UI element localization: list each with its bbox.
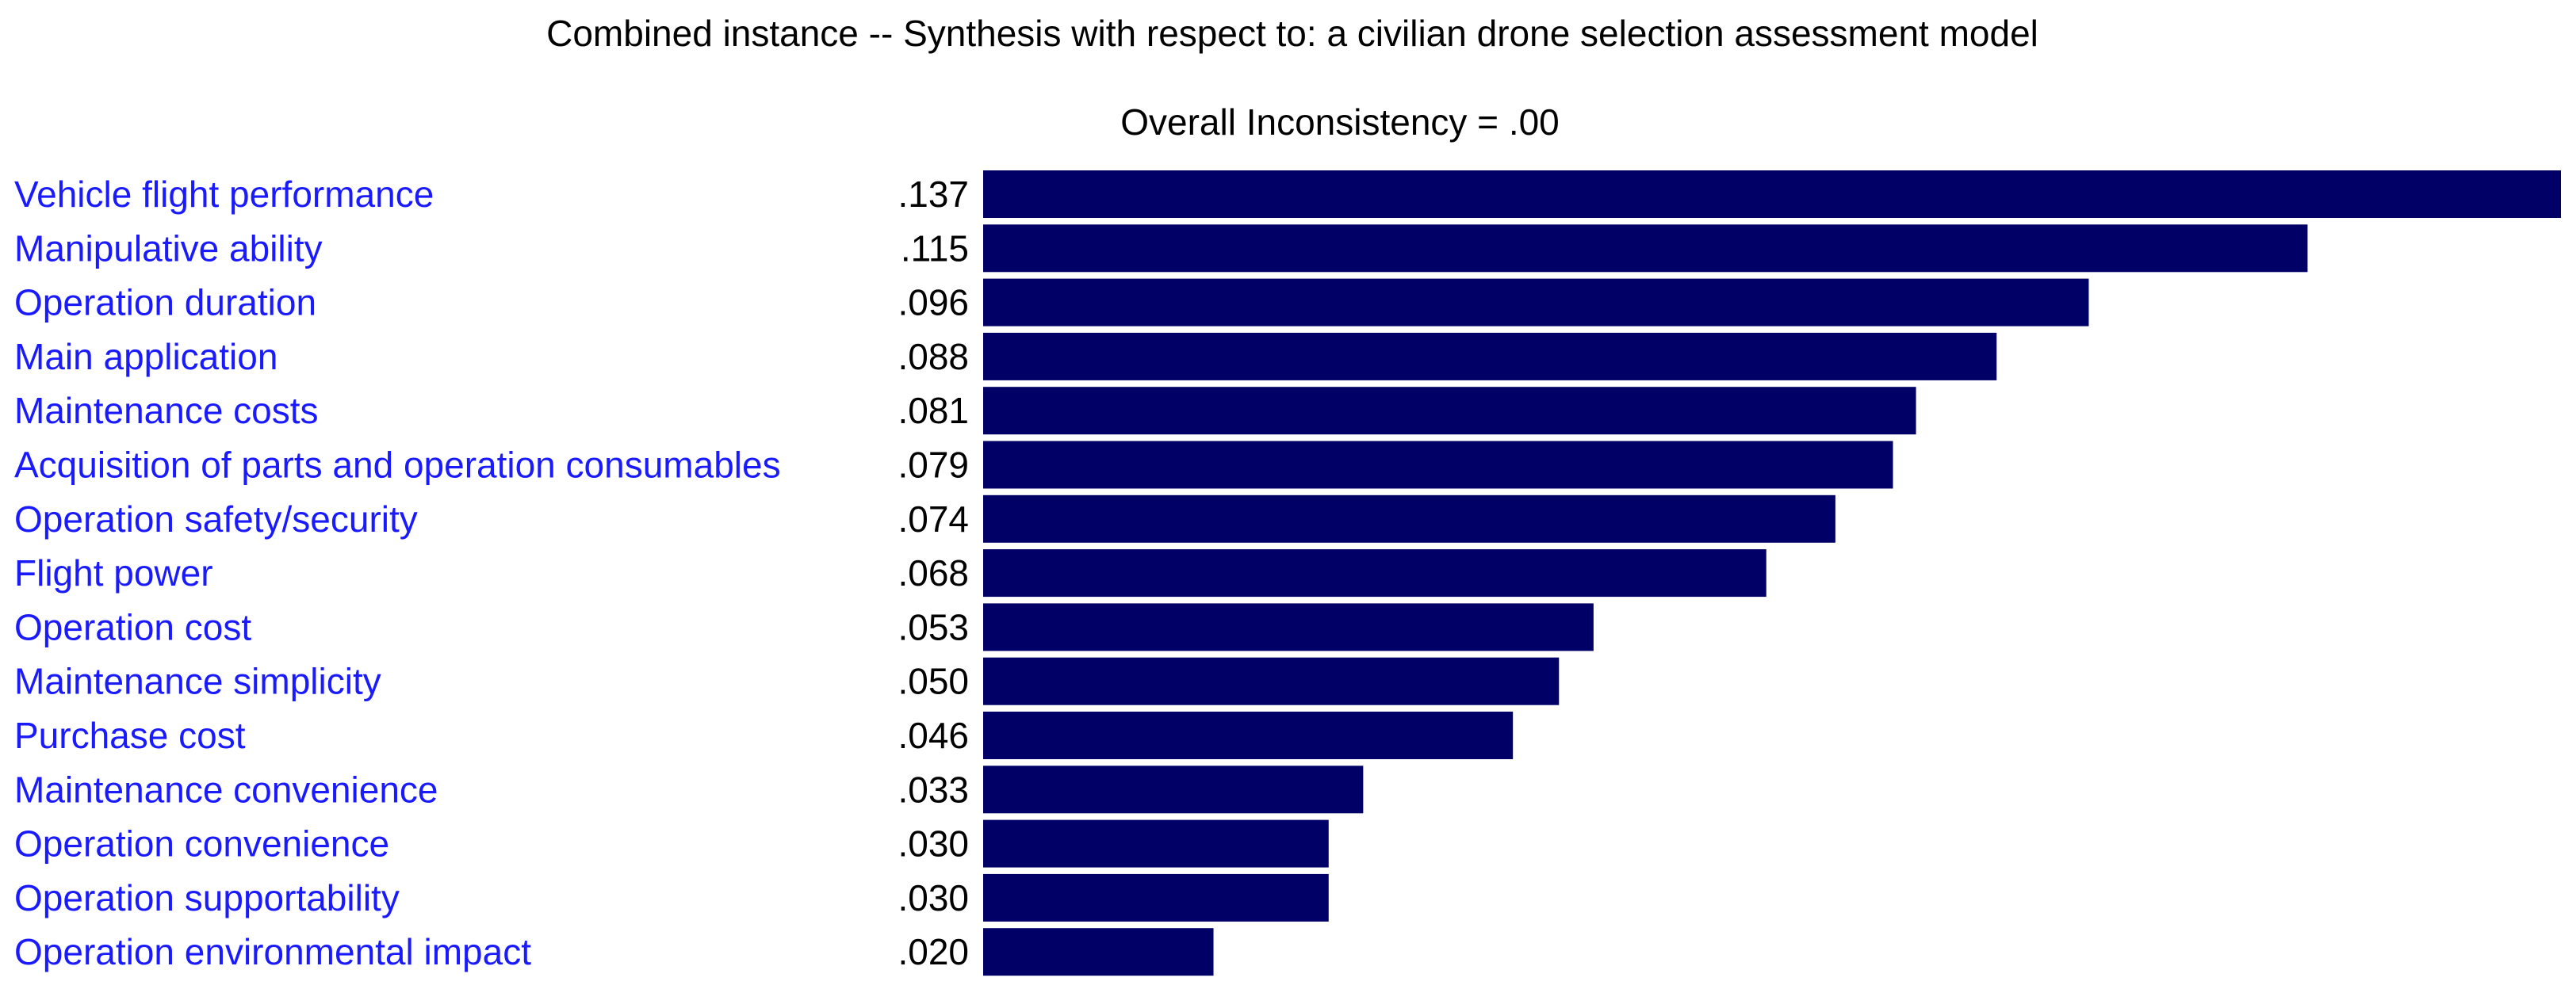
value-label: .115	[901, 227, 969, 269]
category-label[interactable]: Maintenance costs	[14, 390, 319, 431]
category-label[interactable]: Operation cost	[14, 606, 251, 647]
value-label: .137	[898, 174, 969, 215]
value-label: .053	[898, 606, 969, 647]
bar	[983, 766, 1364, 814]
bar	[983, 494, 1835, 543]
bar	[983, 441, 1893, 489]
bar	[983, 224, 2308, 273]
bar	[983, 278, 2089, 326]
category-label[interactable]: Acquisition of parts and operation consu…	[14, 445, 781, 486]
bar	[983, 928, 1214, 976]
value-label: .068	[898, 552, 969, 594]
value-label: .074	[898, 498, 969, 540]
value-label: .046	[898, 715, 969, 756]
value-label: .079	[898, 445, 969, 486]
bar	[983, 549, 1766, 598]
category-label[interactable]: Main application	[14, 336, 278, 377]
category-label[interactable]: Operation convenience	[14, 823, 389, 865]
category-label[interactable]: Operation environmental impact	[14, 931, 531, 972]
value-label: .050	[898, 661, 969, 702]
category-label[interactable]: Operation supportability	[14, 877, 400, 918]
category-label[interactable]: Manipulative ability	[14, 227, 323, 269]
category-label[interactable]: Maintenance convenience	[14, 769, 438, 810]
bar	[983, 387, 1916, 435]
value-label: .030	[898, 877, 969, 918]
bar	[983, 603, 1594, 651]
bar	[983, 170, 2561, 218]
bar	[983, 873, 1329, 922]
category-label[interactable]: Purchase cost	[14, 715, 246, 756]
category-label[interactable]: Maintenance simplicity	[14, 661, 381, 702]
bar	[983, 657, 1560, 705]
value-label: .033	[898, 769, 969, 810]
category-label[interactable]: Vehicle flight performance	[14, 174, 434, 215]
value-label: .088	[898, 336, 969, 377]
bar	[983, 332, 1997, 380]
value-label: .096	[898, 282, 969, 323]
bar	[983, 819, 1329, 868]
chart-title: Combined instance -- Synthesis with resp…	[546, 13, 2038, 54]
category-label[interactable]: Operation duration	[14, 282, 316, 323]
bars-group: Vehicle flight performance .137 Manipulati…	[14, 170, 2561, 976]
value-label: .020	[898, 931, 969, 972]
category-label[interactable]: Flight power	[14, 552, 213, 594]
bar	[983, 712, 1514, 759]
chart-subtitle: Overall Inconsistency = .00	[1120, 101, 1560, 143]
value-label: .081	[898, 390, 969, 431]
category-label[interactable]: Operation safety/security	[14, 498, 418, 540]
value-label: .030	[898, 823, 969, 865]
